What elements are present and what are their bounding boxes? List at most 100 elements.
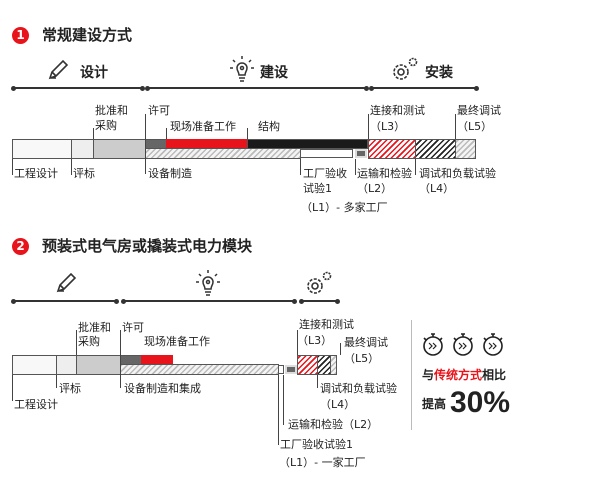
bar-connect-test — [297, 355, 318, 375]
label-design: 工程设计 — [14, 167, 58, 180]
label-leader-line — [76, 330, 77, 355]
label-transport: 运输和检验（L2） — [288, 418, 379, 431]
label-site-prep: 现场准备工作 — [144, 335, 210, 348]
label-structure: 结构 — [258, 120, 280, 133]
bar-structure — [247, 139, 368, 149]
bar-bid-evaluation — [71, 139, 94, 159]
gears-icon — [307, 271, 332, 294]
label-leader-line — [355, 159, 356, 175]
construction-phase-line — [145, 85, 369, 91]
stopwatch-icon — [483, 333, 503, 356]
summary-improve-label: 提高 — [422, 397, 447, 411]
bar-transport — [285, 365, 297, 374]
label-connect: 连接和测试 — [370, 104, 425, 117]
section-1-badge: 1 — [12, 27, 29, 44]
lightbulb-icon — [230, 56, 254, 82]
bar-commission — [415, 139, 456, 159]
label-leader-line — [247, 128, 248, 139]
label-transport: 运输和检验 — [357, 167, 412, 180]
pencil-icon — [56, 272, 77, 293]
label-permit: 许可 — [148, 104, 170, 117]
label-connect: 连接和测试 — [299, 318, 354, 331]
bar-approval-procurement — [76, 355, 121, 375]
bar-connect-test — [368, 139, 416, 159]
label-commission: 调试和负载试验 — [419, 167, 496, 180]
design-phase-line — [11, 298, 119, 304]
bar-approval-procurement — [93, 139, 146, 159]
label-leader-line — [145, 114, 146, 174]
label-leader-line — [56, 375, 57, 388]
label-leader-line — [12, 375, 13, 401]
label-procurement: 采购 — [95, 119, 117, 132]
installation-phase-line — [369, 85, 479, 91]
label-l1: （L1）- 多家工厂 — [301, 201, 388, 214]
bar-transport — [355, 149, 367, 158]
label-leader-line — [297, 330, 298, 355]
label-approval: 批准和 — [78, 321, 111, 334]
gears-icon — [393, 57, 418, 80]
label-final: 最终调试 — [457, 104, 501, 117]
bar-commission — [317, 355, 331, 375]
label-bid: 评标 — [73, 167, 95, 180]
pencil-icon — [48, 59, 69, 80]
label-leader-line — [455, 114, 456, 139]
lightbulb-icon — [196, 270, 220, 296]
label-l1: （L1）- 一家工厂 — [279, 456, 366, 469]
bar-final-commission — [455, 139, 476, 159]
label-leader-line — [71, 159, 72, 175]
bar-manufacture — [145, 148, 301, 159]
phase-installation: 安装 — [425, 65, 453, 81]
construction-phase-line — [121, 298, 297, 304]
label-leader-line — [278, 375, 279, 445]
label-leader-line — [166, 128, 167, 139]
label-permit: 许可 — [122, 321, 144, 334]
label-leader-line — [120, 330, 121, 388]
label-l3: （L3） — [297, 334, 333, 347]
label-l2: （L2） — [357, 182, 393, 195]
label-leader-line — [317, 375, 318, 388]
label-procurement: 采购 — [78, 335, 100, 348]
label-manufacture: 设备制造 — [148, 167, 192, 180]
label-site-prep: 现场准备工作 — [170, 120, 236, 133]
bar-final-commission — [330, 355, 337, 375]
design-phase-line — [11, 85, 145, 91]
stopwatch-icon — [423, 333, 443, 356]
section-1-title: 常规建设方式 — [42, 26, 133, 44]
label-leader-line — [283, 375, 284, 425]
summary-divider — [411, 320, 412, 430]
label-leader-line — [300, 159, 301, 175]
label-leader-line — [368, 114, 369, 139]
label-leader-line — [415, 159, 416, 175]
label-l3: （L3） — [370, 120, 406, 133]
bar-engineering-design — [12, 355, 57, 375]
bar-manufacture — [120, 364, 279, 375]
stopwatch-icon — [453, 333, 473, 356]
label-commission: 调试和负载试验 — [320, 382, 397, 395]
label-leader-line — [12, 159, 13, 175]
summary-comparison: 与传统方式相比 — [422, 368, 507, 382]
label-l5: （L5） — [457, 120, 493, 133]
label-l5: （L5） — [344, 352, 380, 365]
installation-phase-line — [299, 298, 340, 304]
section-2-title: 预装式电气房或撬装式电力模块 — [42, 237, 253, 255]
bar-bid-evaluation — [56, 355, 77, 375]
section-2-badge: 2 — [12, 238, 29, 255]
label-final: 最终调试 — [344, 336, 388, 349]
phase-design: 设计 — [80, 65, 108, 81]
label-bid: 评标 — [59, 382, 81, 395]
bar-engineering-design — [12, 139, 72, 159]
label-leader-line — [93, 128, 94, 139]
label-fat2: 试验1 — [303, 182, 332, 195]
label-fat: 工厂验收试验1 — [280, 438, 353, 451]
label-approval: 批准和 — [95, 104, 128, 117]
summary-value: 30% — [450, 386, 511, 419]
bar-fat — [300, 149, 353, 158]
phase-construction: 建设 — [260, 65, 288, 81]
label-leader-line — [340, 343, 341, 355]
label-fat: 工厂验收 — [303, 167, 347, 180]
label-l4: （L4） — [419, 182, 455, 195]
bar-fat — [278, 365, 284, 374]
label-design: 工程设计 — [14, 398, 58, 411]
label-manufacture: 设备制造和集成 — [124, 382, 201, 395]
